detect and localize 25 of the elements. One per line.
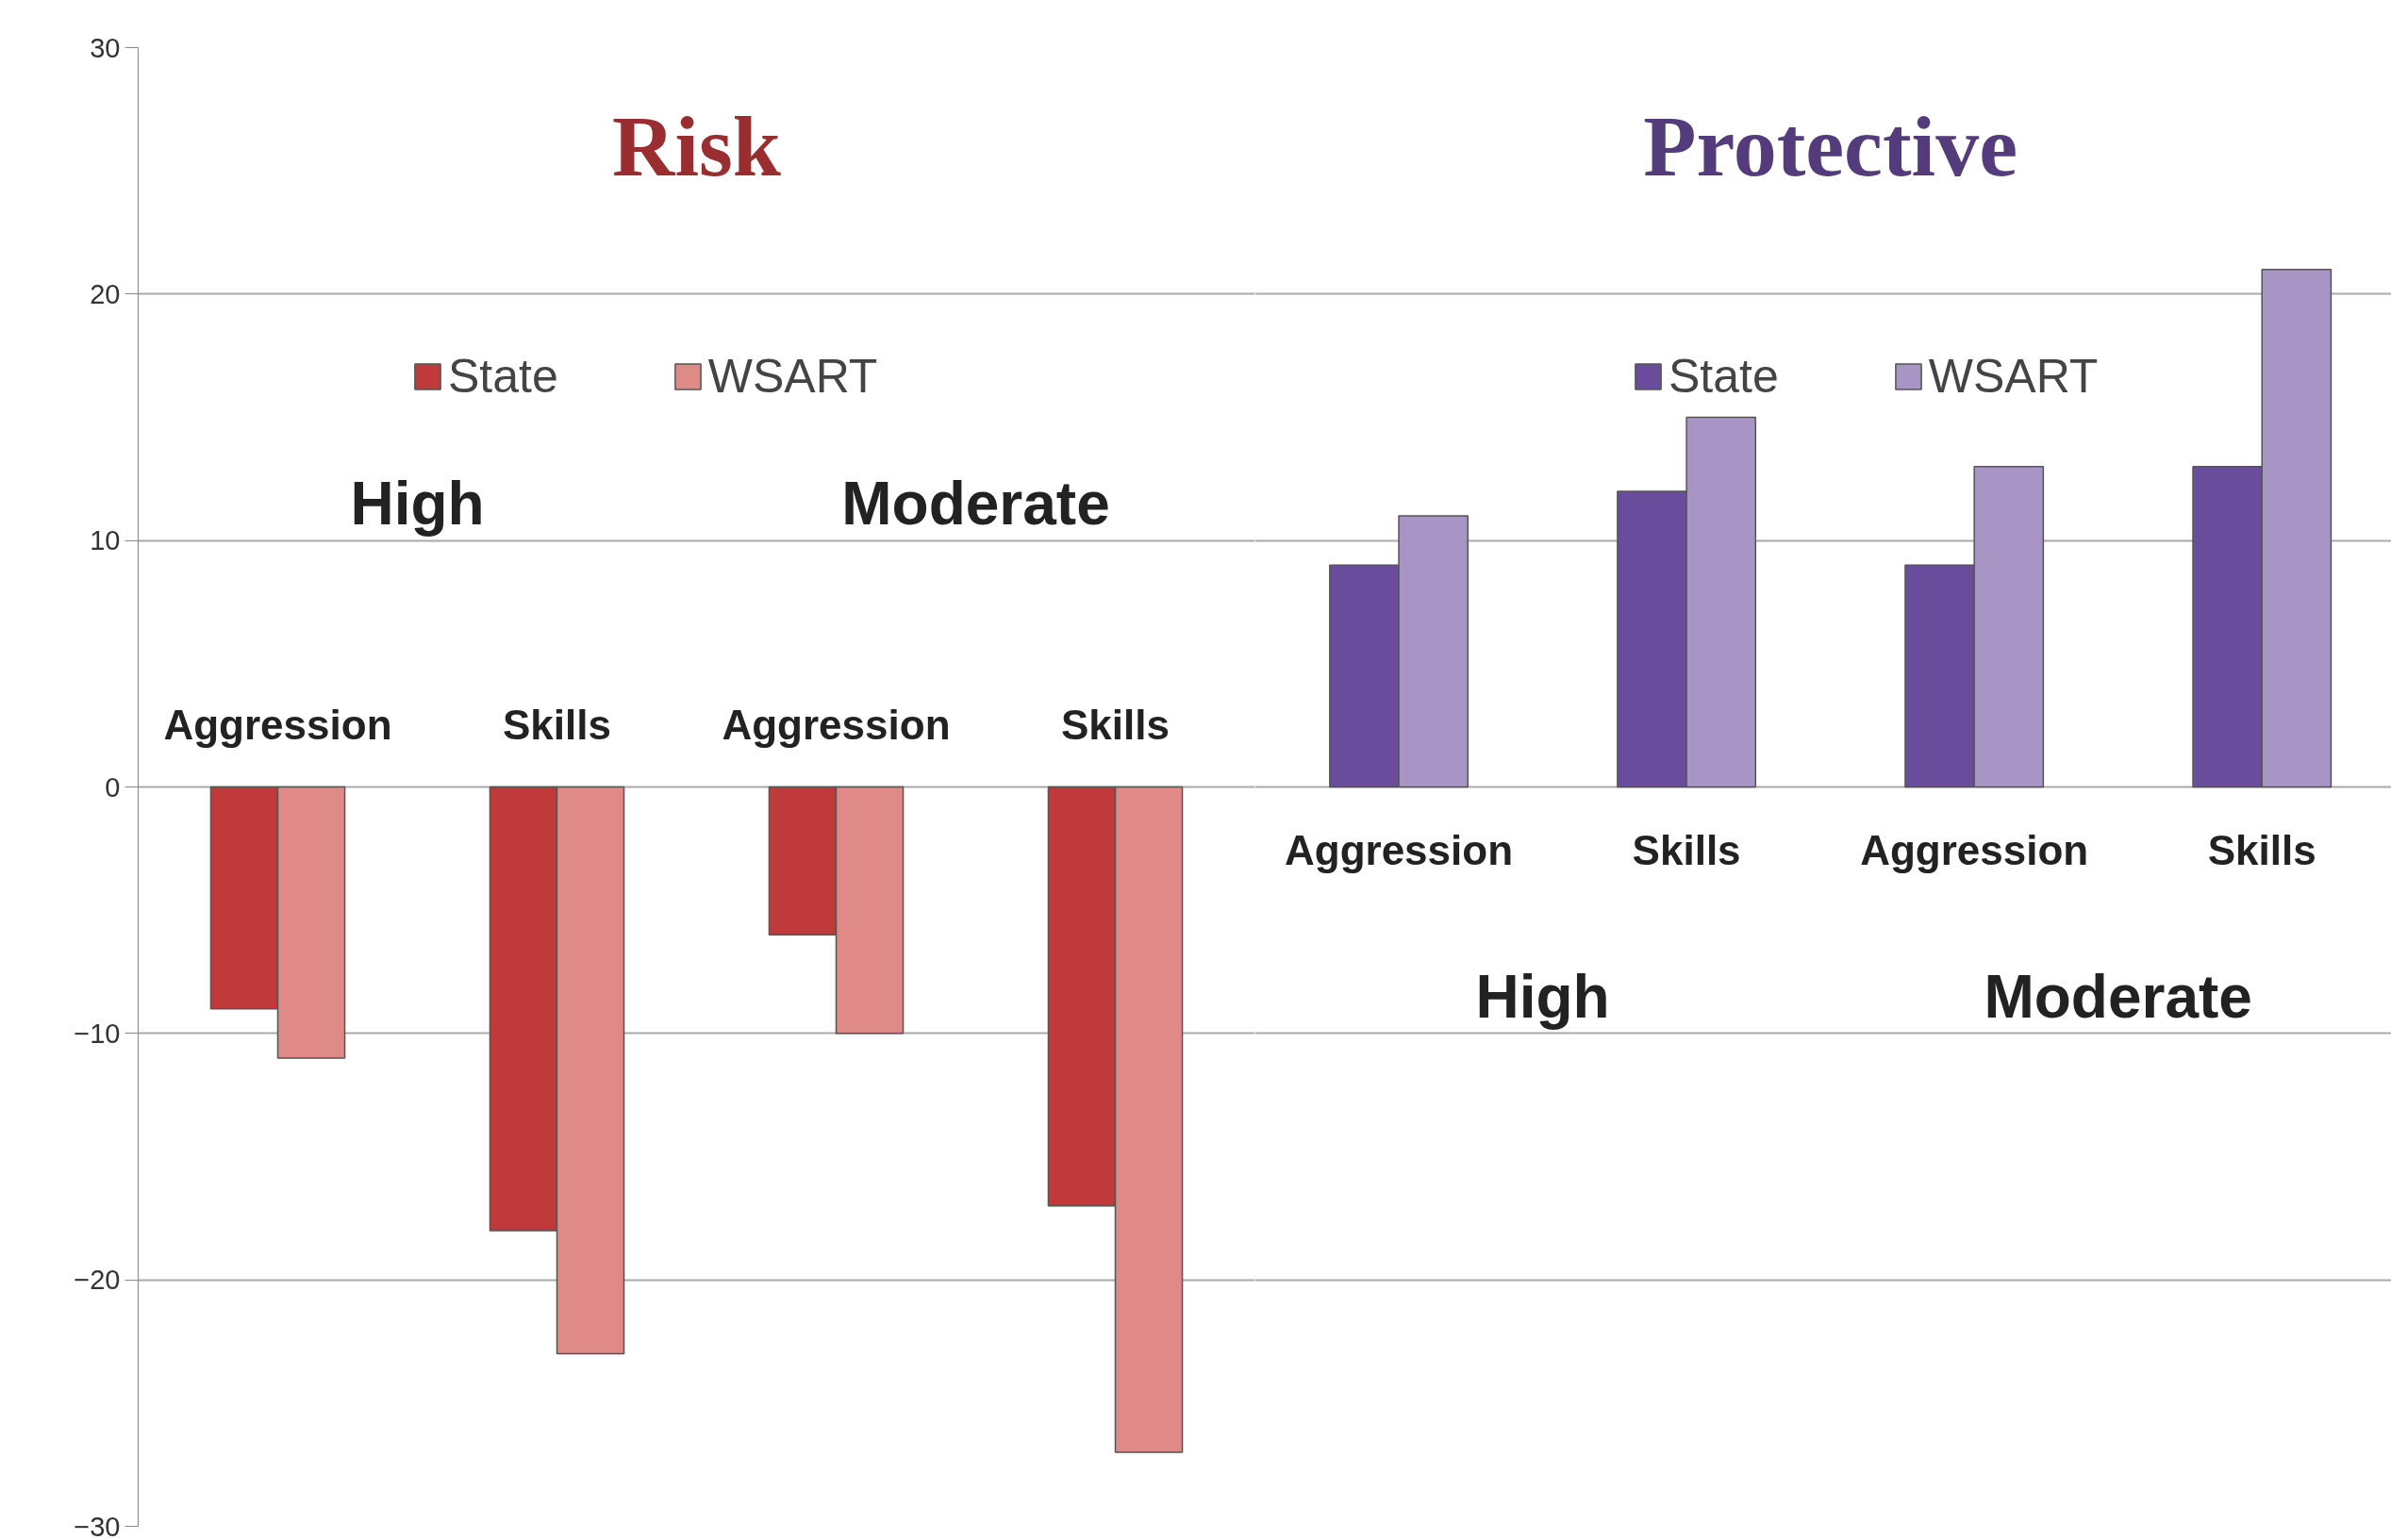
- x-tick-label: Aggression: [1860, 826, 2089, 873]
- y-tick-label: −10: [74, 1018, 121, 1049]
- x-tick-label: Aggression: [1285, 826, 1514, 873]
- y-tick-label: −30: [74, 1511, 121, 1540]
- x-tick-label: Skills: [1632, 826, 1741, 873]
- annotation: High: [1475, 962, 1610, 1031]
- annotation: Moderate: [1984, 962, 2252, 1031]
- legend-label: State: [1669, 349, 1779, 404]
- annotation: High: [350, 469, 485, 538]
- legend-label: WSART: [1928, 349, 2099, 404]
- y-tick-label: 30: [90, 32, 121, 63]
- x-tick-label: Skills: [2207, 826, 2316, 873]
- legend-label: WSART: [707, 349, 878, 404]
- x-tick-label: Skills: [503, 701, 611, 748]
- y-tick-label: −20: [74, 1265, 121, 1296]
- x-tick-label: Aggression: [163, 701, 392, 748]
- text: Protective: [1643, 98, 2017, 195]
- y-tick-label: 20: [90, 278, 121, 309]
- legend-label: State: [448, 349, 558, 404]
- annotation: Moderate: [841, 469, 1110, 538]
- x-tick-label: Aggression: [722, 701, 951, 748]
- x-tick-label: Skills: [1061, 701, 1170, 748]
- y-tick-label: 10: [90, 525, 121, 556]
- y-tick-label: 0: [105, 771, 121, 803]
- text: Risk: [612, 98, 782, 195]
